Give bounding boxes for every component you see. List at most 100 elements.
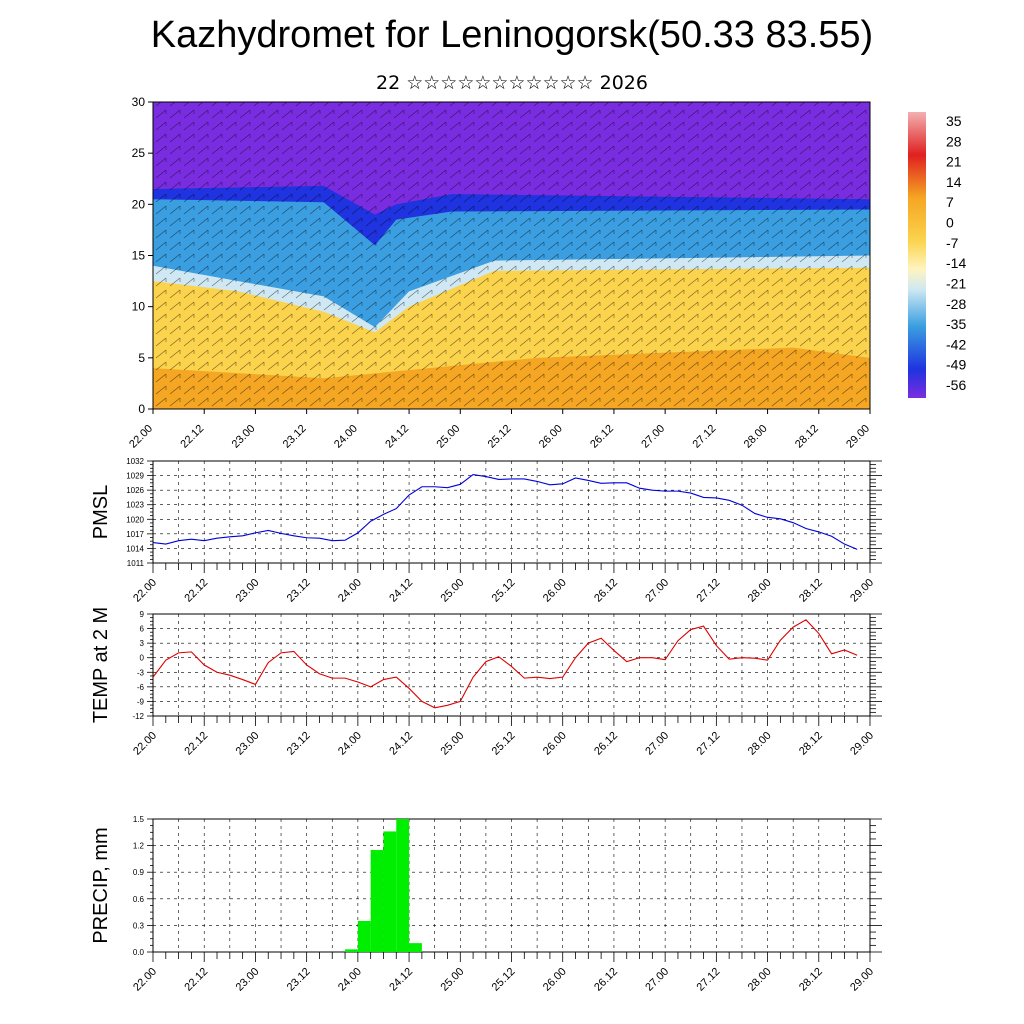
y-tick-label: 1029	[126, 472, 144, 481]
x-tick-label: 28.12	[797, 966, 825, 994]
y-axis-label: PRECIP, mm	[90, 827, 112, 943]
wind-barbs	[153, 102, 870, 409]
colorbar-label: 35	[946, 113, 962, 129]
x-tick-label: 28.00	[746, 966, 774, 994]
x-tick-label: 27.12	[691, 423, 719, 451]
x-tick-label: 27.00	[639, 423, 667, 451]
x-tick-label: 23.12	[285, 577, 313, 605]
y-tick-label: 0.6	[133, 895, 145, 904]
x-tick-label: 26.00	[537, 423, 565, 451]
x-tick-label: 27.00	[643, 730, 671, 758]
colorbar-label: 0	[946, 215, 954, 231]
x-tick-label: 27.12	[695, 730, 723, 758]
y-tick-label: 25	[132, 146, 146, 160]
y-tick-label: 1020	[126, 515, 144, 524]
x-tick-label: 22.12	[182, 966, 210, 994]
x-tick-label: 23.00	[234, 966, 262, 994]
y-tick-label: 1032	[126, 457, 144, 466]
x-tick-label: 26.12	[592, 730, 620, 758]
y-tick-label: 0.9	[133, 868, 145, 877]
x-tick-label: 23.00	[234, 577, 262, 605]
colorbar-label: -42	[946, 336, 966, 352]
y-tick-label: -3	[137, 668, 145, 677]
x-tick-label: 26.12	[592, 966, 620, 994]
colorbar-label: -21	[946, 275, 966, 291]
precip-bar	[383, 831, 397, 952]
x-tick-label: 22.00	[131, 966, 159, 994]
y-tick-label: 1023	[126, 501, 144, 510]
x-tick-label: 25.12	[490, 966, 518, 994]
x-tick-label: 22.00	[131, 577, 159, 605]
x-tick-label: 24.00	[336, 730, 364, 758]
y-tick-label: 1026	[126, 486, 144, 495]
x-tick-label: 27.00	[643, 966, 671, 994]
y-tick-label: 20	[132, 197, 146, 211]
x-tick-label: 25.12	[486, 423, 514, 451]
colorbar-label: -56	[946, 377, 966, 393]
x-tick-label: 22.00	[131, 730, 159, 758]
x-tick-label: 22.00	[127, 423, 155, 451]
x-tick-label: 25.00	[438, 966, 466, 994]
x-tick-label: 29.00	[848, 966, 876, 994]
x-tick-label: 29.00	[844, 423, 872, 451]
y-tick-label: 0.0	[133, 948, 145, 957]
x-tick-label: 25.12	[490, 730, 518, 758]
x-tick-label: 24.00	[332, 423, 360, 451]
x-tick-label: 28.00	[742, 423, 770, 451]
precip-panel: 0.0 0.3 0.6 0.9 1.2 1.5 22.00 22.12 23.00 23.12 24…	[90, 815, 882, 994]
x-tick-label: 24.12	[383, 423, 411, 451]
colorbar-label: 14	[946, 174, 962, 190]
x-tick-label: 28.12	[793, 423, 821, 451]
precip-bar	[396, 819, 410, 952]
y-tick-label: -9	[137, 697, 145, 706]
x-tick-label: 22.12	[182, 730, 210, 758]
y-tick-label: 1011	[127, 559, 145, 568]
colorbar-label: -14	[946, 255, 966, 271]
precip-bar	[357, 920, 371, 952]
x-tick-label: 23.12	[281, 423, 309, 451]
x-tick-label: 24.12	[387, 577, 415, 605]
chart-subtitle: 22 ☆☆☆☆☆☆☆☆☆☆☆ 2026	[376, 72, 648, 94]
x-tick-label: 24.00	[336, 966, 364, 994]
chart-title: Kazhydromet for Leninogorsk(50.33 83.55)	[150, 14, 874, 56]
y-tick-label: 1017	[126, 530, 144, 539]
y-tick-label: 15	[132, 249, 146, 263]
colorbar-label: -28	[946, 296, 966, 312]
x-tick-label: 25.12	[490, 577, 518, 605]
y-tick-label: 30	[132, 95, 146, 109]
x-tick-label: 23.12	[285, 730, 313, 758]
pmsl-panel: 1011 1014 1017 1020 1023 1026 1029 1032 22.00 22.…	[90, 457, 882, 605]
series-line	[152, 474, 858, 550]
x-tick-label: 26.12	[588, 423, 616, 451]
x-tick-label: 25.00	[438, 577, 466, 605]
colorbar	[908, 112, 926, 398]
x-tick-label: 23.00	[234, 730, 262, 758]
y-axis-label: PMSL	[90, 485, 112, 539]
x-tick-label: 24.12	[387, 730, 415, 758]
x-tick-label: 26.00	[541, 730, 569, 758]
temp-2m-panel: -12 -9 -6 -3 0 3 6 9 22.00 22.12 23.00 23.12 24.00 24…	[90, 607, 882, 758]
x-tick-label: 27.12	[695, 577, 723, 605]
precip-bar	[409, 943, 422, 952]
colorbar-label: 28	[946, 133, 962, 149]
colorbar-label: 21	[946, 154, 962, 170]
x-tick-label: 25.00	[434, 423, 462, 451]
y-axis-label: TEMP at 2 M	[90, 607, 112, 723]
y-tick-label: 1014	[126, 544, 144, 553]
x-tick-label: 28.12	[797, 730, 825, 758]
x-tick-label: 27.12	[695, 966, 723, 994]
x-tick-label: 23.00	[230, 423, 258, 451]
y-tick-label: 1.2	[133, 842, 145, 851]
y-tick-label: 0	[138, 402, 145, 416]
x-tick-label: 28.00	[746, 577, 774, 605]
precip-bar	[345, 949, 358, 952]
series-line	[152, 619, 858, 709]
temperature-heatmap-panel: 0 5 10 15 20 25 30 22.00 22.12 23.00 23.12 24.00 24.…	[127, 95, 966, 451]
y-tick-label: 0	[140, 654, 145, 663]
x-tick-label: 24.00	[336, 577, 364, 605]
y-tick-label: 9	[140, 610, 145, 619]
colorbar-label: -35	[946, 316, 966, 332]
y-tick-label: 10	[132, 300, 146, 314]
x-tick-label: 29.00	[848, 577, 876, 605]
